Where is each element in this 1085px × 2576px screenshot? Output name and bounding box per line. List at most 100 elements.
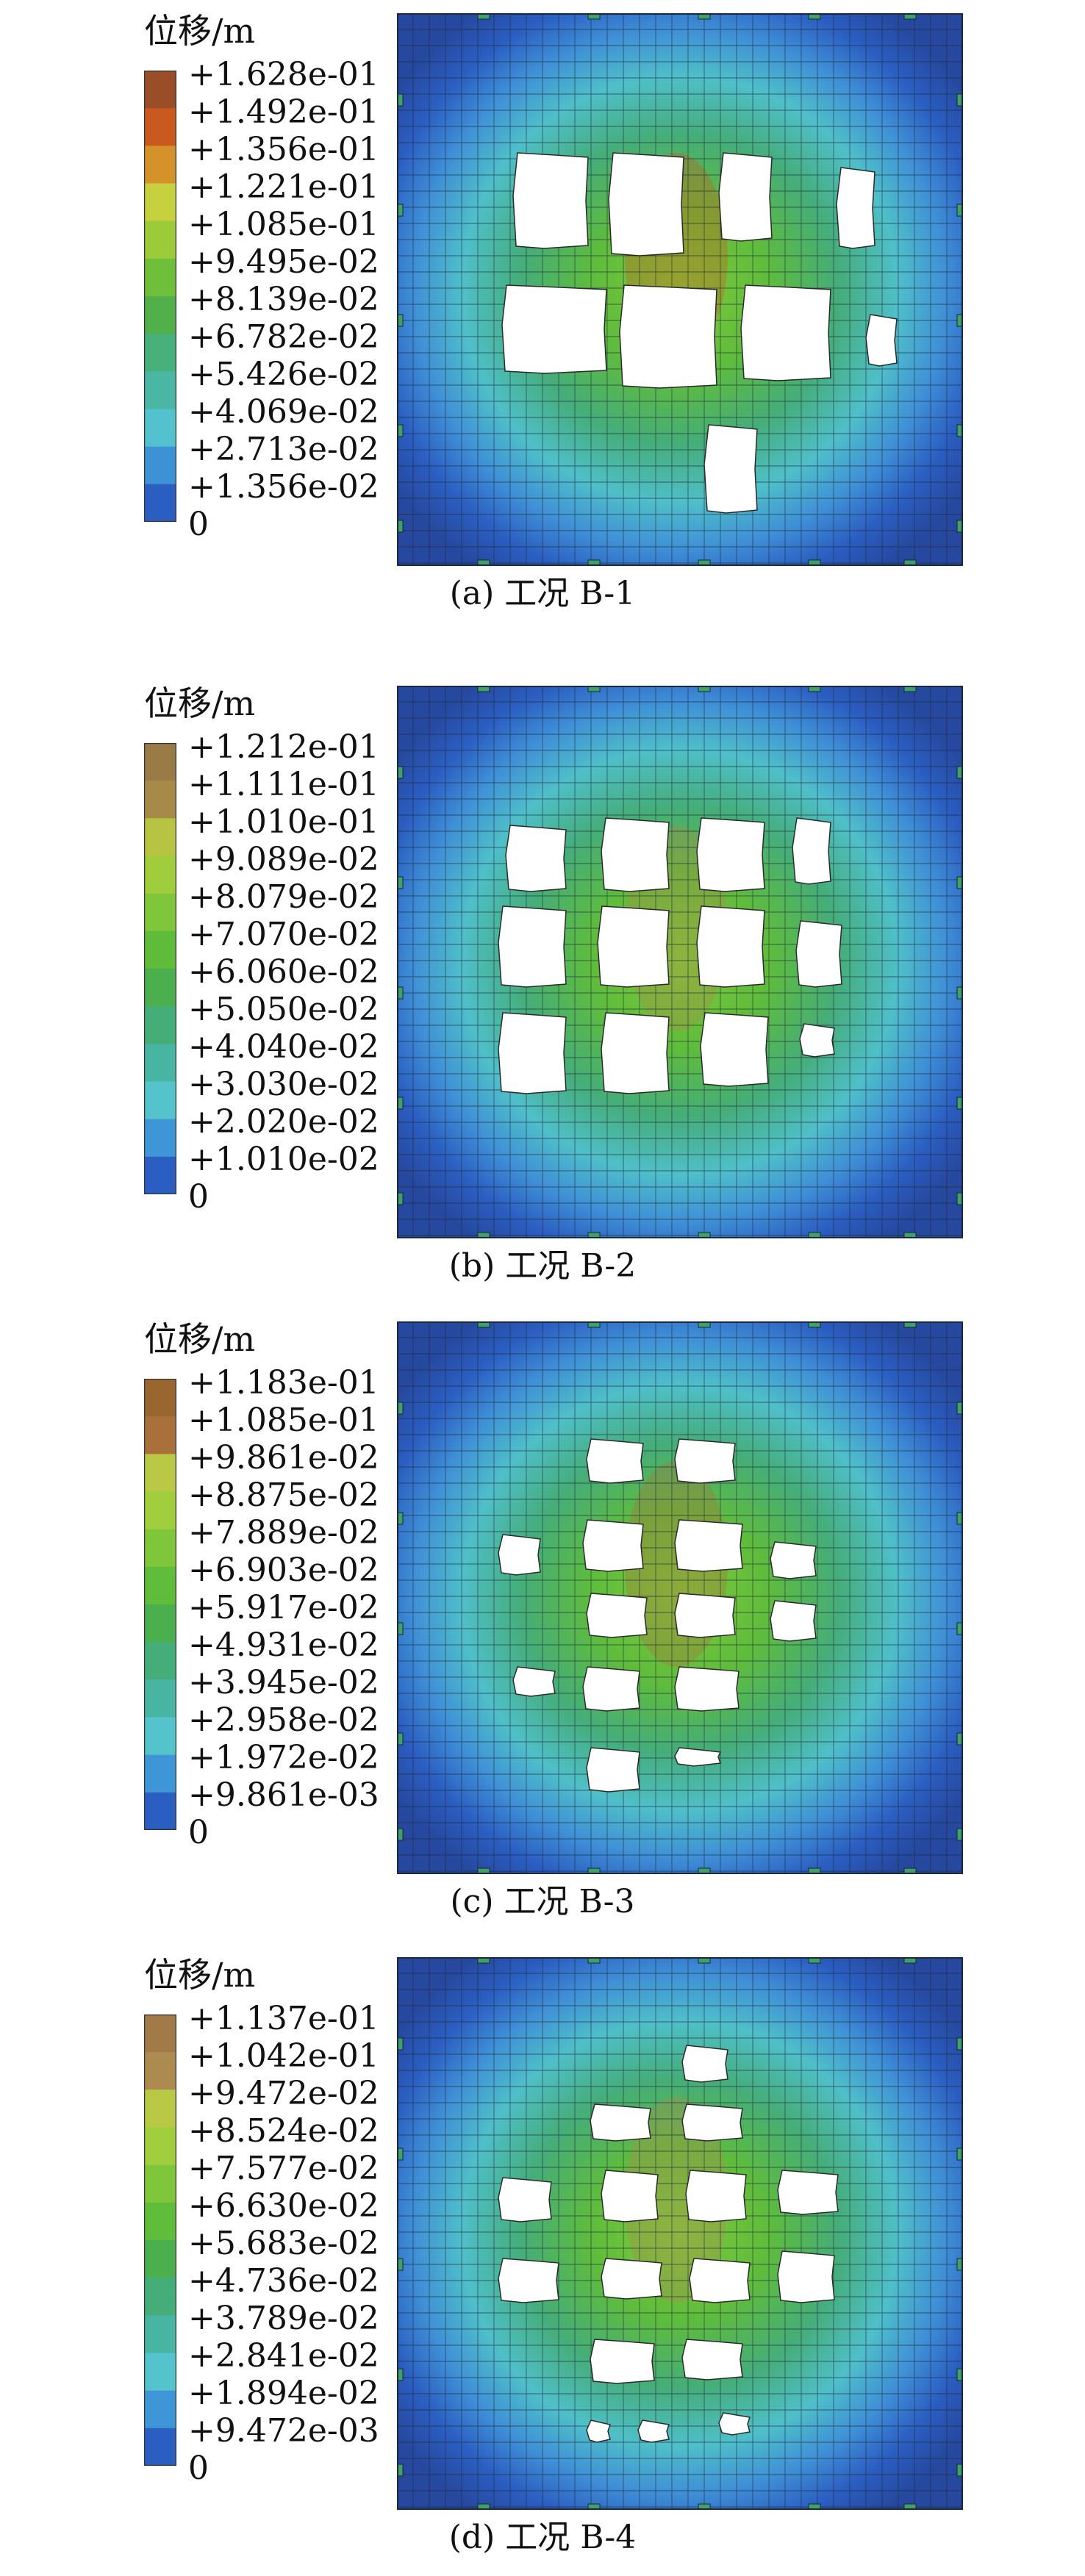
plate-outline — [397, 13, 963, 566]
legend-swatch — [144, 2240, 176, 2278]
legend-label: +1.111e-01 — [188, 766, 379, 803]
legend-swatch — [144, 1044, 176, 1082]
legend-swatch — [144, 1119, 176, 1158]
failure-hole — [696, 817, 765, 892]
failure-hole — [619, 284, 717, 389]
failure-hole — [799, 1023, 835, 1058]
legend-swatch — [144, 2014, 176, 2053]
legend-swatch — [144, 409, 176, 448]
legend-label: +3.030e-02 — [188, 1066, 379, 1103]
legend-swatch — [144, 893, 176, 932]
failure-hole — [505, 825, 567, 892]
failure-hole — [703, 424, 758, 514]
failure-hole — [637, 2419, 670, 2443]
legend-label: 0 — [188, 1814, 209, 1851]
legend-label: +8.079e-02 — [188, 878, 379, 916]
legend-swatch — [144, 1081, 176, 1120]
legend-label: +3.789e-02 — [188, 2300, 379, 2337]
failure-hole — [586, 1747, 640, 1793]
edge-supports — [397, 686, 963, 1238]
failure-hole — [674, 1519, 743, 1572]
legend-swatch — [144, 2428, 176, 2466]
failure-hole — [718, 152, 773, 242]
displacement-contour-plot — [397, 686, 963, 1238]
legend-swatch — [144, 2164, 176, 2203]
legend-label: +4.931e-02 — [188, 1626, 379, 1664]
legend-swatch — [144, 2278, 176, 2316]
legend-swatch — [144, 1679, 176, 1718]
failure-hole — [696, 905, 765, 988]
legend-label: +2.958e-02 — [188, 1701, 379, 1739]
legend-label: +1.042e-01 — [188, 2037, 379, 2075]
failure-hole — [795, 920, 842, 988]
legend-label: +8.139e-02 — [188, 281, 379, 318]
legend-label: +5.426e-02 — [188, 356, 379, 393]
figure-caption: (b) 工况 B-2 — [448, 1247, 637, 1285]
failure-hole — [681, 2045, 728, 2083]
legend-swatch — [144, 1604, 176, 1643]
legend-label: +4.069e-02 — [188, 393, 379, 431]
panel-b: 位移/m +1.212e-01 +1.111e-01 +1.010e-01 +9… — [0, 672, 1085, 1305]
edge-supports — [397, 1957, 963, 2510]
legend-label: +5.050e-02 — [188, 991, 379, 1028]
legend-swatch — [144, 2089, 176, 2128]
legend-label: +1.212e-01 — [188, 728, 379, 766]
legend-color-bar — [144, 1379, 176, 1830]
legend-swatch — [144, 2052, 176, 2090]
failure-hole — [498, 905, 567, 988]
failure-hole — [865, 314, 898, 367]
failure-hole — [586, 1438, 644, 1484]
failure-hole — [498, 2177, 552, 2222]
failure-hole — [582, 1519, 644, 1572]
legend-color-bar — [144, 743, 176, 1194]
legend-label: +1.356e-02 — [188, 468, 379, 506]
legend-label: +7.889e-02 — [188, 1514, 379, 1551]
failure-hole — [700, 1012, 769, 1087]
legend-label: +7.577e-02 — [188, 2150, 379, 2187]
failure-hole — [501, 284, 607, 374]
legend-swatch — [144, 1529, 176, 1568]
failure-hole — [586, 1593, 648, 1638]
legend-swatch — [144, 108, 176, 146]
legend-swatch — [144, 2390, 176, 2429]
legend-swatch — [144, 1792, 176, 1830]
panel-a: 位移/m +1.628e-01 +1.492e-01 +1.356e-01 +1… — [0, 0, 1085, 632]
legend-label: +7.070e-02 — [188, 916, 379, 953]
legend-swatch — [144, 296, 176, 334]
legend-swatch — [144, 1754, 176, 1793]
mesh-grid — [397, 1957, 963, 2510]
legend-swatch — [144, 484, 176, 522]
contour-field — [397, 686, 963, 1238]
legend-label: +1.137e-01 — [188, 2000, 379, 2037]
failure-hole — [597, 905, 670, 988]
legend-swatch — [144, 371, 176, 409]
legend-swatch — [144, 2127, 176, 2166]
legend-label: +2.841e-02 — [188, 2337, 379, 2375]
legend-label: +4.736e-02 — [188, 2262, 379, 2300]
figure-caption: (a) 工况 B-1 — [449, 575, 636, 612]
contour-field — [397, 1957, 963, 2510]
failure-hole — [770, 1600, 817, 1642]
legend-label: +1.894e-02 — [188, 2375, 379, 2412]
legend-swatch — [144, 2315, 176, 2353]
failure-hole — [590, 2339, 655, 2384]
figure-caption: (c) 工况 B-3 — [450, 1883, 635, 1920]
failure-hole — [601, 817, 670, 892]
failure-hole — [770, 1541, 817, 1579]
legend-swatch — [144, 2353, 176, 2392]
legend-swatch — [144, 71, 176, 109]
legend-swatch — [144, 855, 176, 894]
failure-hole — [601, 2170, 659, 2222]
displacement-contour-plot — [397, 1957, 963, 2510]
plate-outline — [397, 1321, 963, 1874]
failure-hole — [586, 2419, 611, 2443]
legend-swatch — [144, 220, 176, 259]
legend-swatch — [144, 1416, 176, 1454]
legend-swatch — [144, 1006, 176, 1044]
legend-label: +9.861e-03 — [188, 1776, 379, 1814]
legend-swatch — [144, 1454, 176, 1492]
failure-hole — [777, 2250, 835, 2303]
legend-title: 位移/m — [144, 684, 256, 723]
legend-label: +9.495e-02 — [188, 243, 379, 281]
failure-hole — [601, 2258, 662, 2300]
